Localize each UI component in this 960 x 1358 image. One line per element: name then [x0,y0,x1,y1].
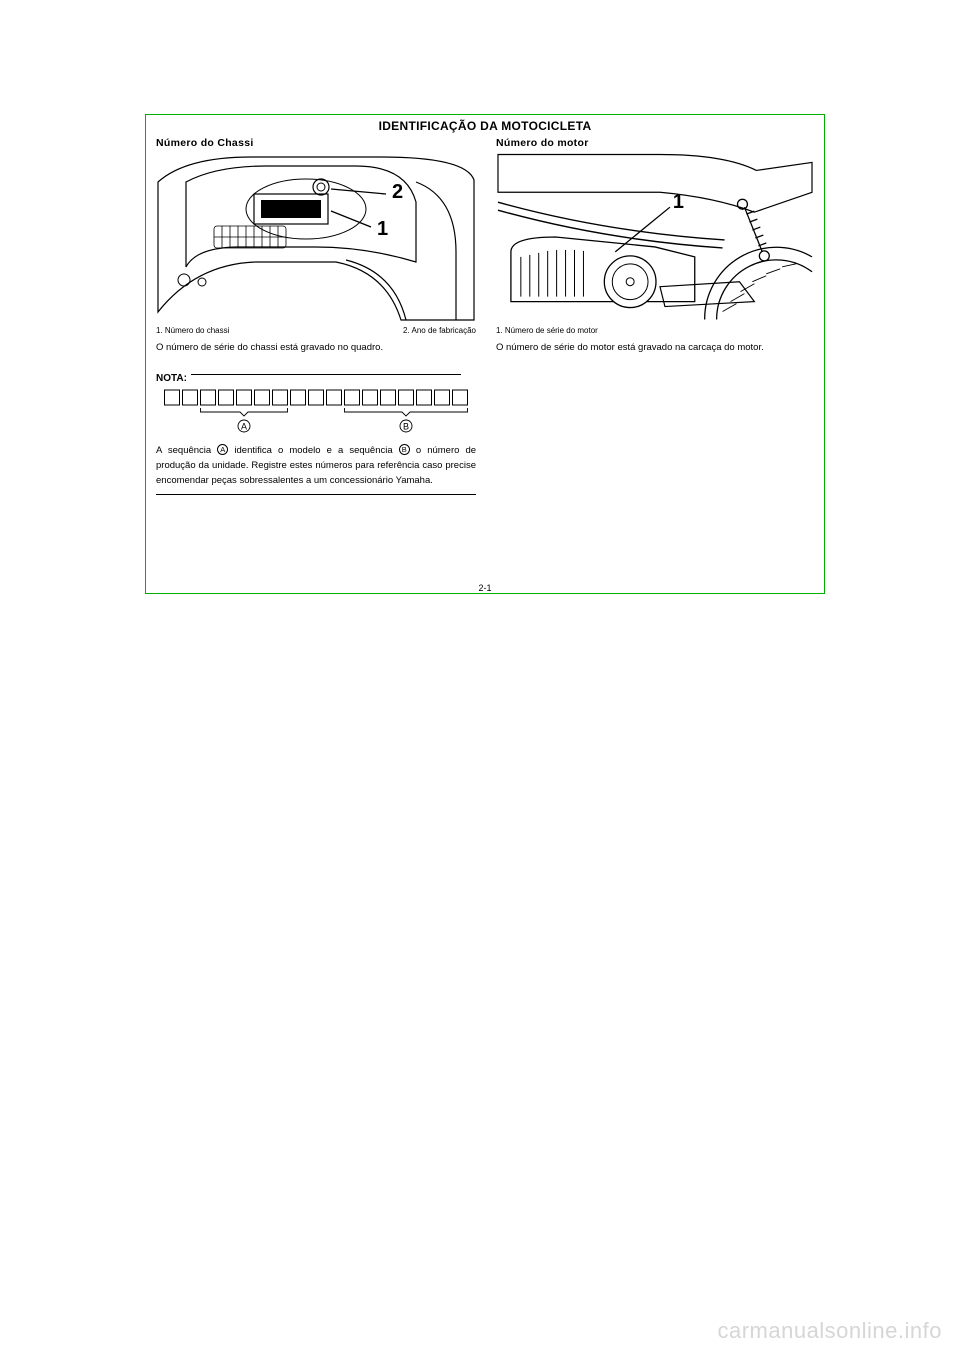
two-column-layout: Número do Chassi [156,137,814,495]
body-text-motor: O número de série do motor está gravado … [496,341,814,355]
figure-motor: 1 [496,152,814,322]
sequence-label-a: A [241,422,247,432]
sequence-label-b: B [403,422,409,432]
watermark: carmanualsonline.info [717,1318,942,1344]
left-column: Número do Chassi [156,137,476,495]
caption-motor-1: 1. Número de série do motor [496,326,598,335]
subtitle-chassi: Número do Chassi [156,137,476,149]
manual-page: IDENTIFICAÇÃO DA MOTOCICLETA Número do C… [145,114,825,594]
caption-row-chassi: 1. Número do chassi 2. Ano de fabricação [156,326,476,335]
figure-chassi: 1 2 [156,152,476,322]
nota-text-mid1: identifica o modelo e a sequência [234,445,392,456]
nota-text-pre: A sequência [156,445,211,456]
caption-row-motor: 1. Número de série do motor [496,326,814,335]
circled-b-inline: B [399,444,410,455]
right-column: Número do motor [496,137,814,495]
sequence-diagram: AB [156,388,476,438]
subtitle-motor: Número do motor [496,137,814,149]
figure-label-2: 2 [392,181,403,203]
figure-label-1: 1 [377,218,388,240]
circled-a-inline: A [217,444,228,455]
page-number: 2-1 [478,583,491,593]
figure-motor-label-1: 1 [673,191,684,213]
section-title: IDENTIFICAÇÃO DA MOTOCICLETA [156,119,814,133]
nota-heading-row: NOTA: [156,355,476,386]
nota-body: A sequência A identifica o modelo e a se… [156,444,476,495]
caption-chassi-2: 2. Ano de fabricação [403,326,476,335]
nota-label: NOTA: [156,373,187,384]
body-text-chassi: O número de série do chassi está gravado… [156,341,476,355]
page-inner: IDENTIFICAÇÃO DA MOTOCICLETA Número do C… [146,119,824,597]
caption-chassi-1: 1. Número do chassi [156,326,229,335]
nota-rule [191,374,461,375]
